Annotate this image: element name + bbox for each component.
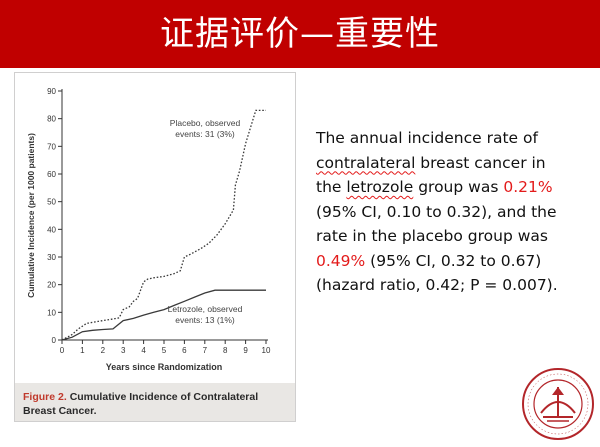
summary-line-6: 0.49% (95% CI, 0.32 to 0.67) [316, 249, 596, 274]
y-tick-label: 70 [47, 142, 56, 151]
x-tick-label: 2 [101, 346, 106, 355]
x-tick-label: 9 [243, 346, 248, 355]
university-seal-logo [522, 368, 594, 440]
x-tick-label: 6 [182, 346, 187, 355]
y-tick-label: 50 [47, 198, 56, 207]
series-line-letrozole [61, 289, 266, 341]
summary-text: The annual incidence rate of contralater… [316, 126, 596, 298]
summary-line-1: The annual incidence rate of [316, 129, 538, 147]
x-tick-label: 1 [80, 346, 85, 355]
y-tick-label: 10 [47, 308, 56, 317]
summary-letrozole: letrozole [346, 178, 414, 196]
letrozole-rate: 0.21% [503, 178, 553, 196]
y-tick-label: 40 [47, 225, 56, 234]
slide-title: 证据评价—重要性 [0, 0, 600, 68]
cumulative-incidence-chart: 0 10 20 30 40 50 60 70 80 90 0 1 2 3 4 5 6 7 8 9 10 Years sin… [26, 87, 271, 372]
series-annotation-letrozole: Letrozole, observed [168, 304, 243, 314]
summary-line-3-c: group was [413, 178, 504, 196]
summary-line-6-rest: (95% CI, 0.32 to 0.67) [365, 251, 542, 270]
summary-line-3: the letrozole group was 0.21% [316, 175, 596, 200]
y-tick-label: 60 [47, 170, 56, 179]
figure-panel: 0 10 20 30 40 50 60 70 80 90 0 1 2 3 4 5 6 7 8 9 10 Years sin… [14, 72, 296, 422]
figure-caption-box: Figure 2. Cumulative Incidence of Contra… [15, 383, 295, 421]
x-tick-label: 5 [162, 346, 167, 355]
x-tick-label: 3 [121, 346, 126, 355]
y-tick-label: 90 [47, 87, 56, 96]
x-axis-label: Years since Randomization [106, 362, 223, 372]
summary-line-3-a: the [316, 178, 347, 196]
series-annotation-letrozole: events: 13 (1%) [175, 315, 235, 325]
x-tick-label: 10 [262, 346, 271, 355]
x-tick-label: 4 [141, 346, 146, 355]
summary-line-7: (hazard ratio, 0.42; P = 0.007). [316, 276, 558, 294]
y-tick-label: 80 [47, 115, 56, 124]
y-axis-label: Cumulative Incidence (per 1000 patients) [26, 133, 36, 298]
summary-line-2: contralateral breast cancer in [316, 151, 596, 176]
x-tick-label: 0 [60, 346, 65, 355]
figure-caption-label: Figure 2. [23, 391, 67, 403]
series-annotation-placebo: events: 31 (3%) [175, 129, 235, 139]
summary-contralateral: contralateral [316, 153, 416, 172]
summary-line-2-rest: breast cancer in [415, 153, 546, 172]
summary-line-5: rate in the placebo group was [316, 227, 548, 245]
figure-caption-text: Cumulative Incidence of Contralateral Br… [23, 391, 259, 417]
summary-line-4: (95% CI, 0.10 to 0.32), and the [316, 202, 557, 221]
x-tick-label: 7 [203, 346, 208, 355]
figure-caption: Figure 2. Cumulative Incidence of Contra… [23, 390, 289, 418]
y-tick-label: 20 [47, 281, 56, 290]
series-line-placebo [61, 109, 266, 341]
y-tick-label: 30 [47, 253, 56, 262]
series-annotation-placebo: Placebo, observed [170, 118, 241, 128]
x-tick-label: 8 [223, 346, 228, 355]
placebo-rate: 0.49% [316, 251, 366, 270]
y-tick-label: 0 [52, 336, 57, 345]
